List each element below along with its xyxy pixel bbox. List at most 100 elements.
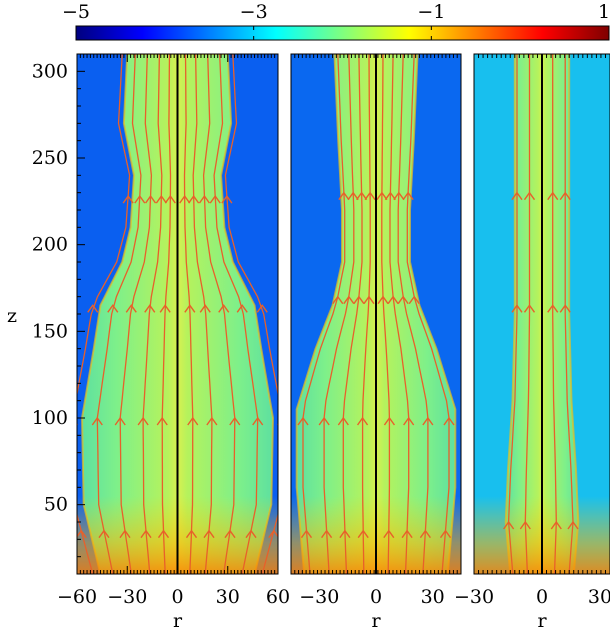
field-arrow	[229, 416, 241, 426]
field-arrow	[356, 191, 368, 201]
field-line	[96, 54, 142, 574]
x-axis-title: r	[371, 610, 381, 632]
field-arrow	[402, 191, 414, 201]
field-arrow	[393, 191, 405, 201]
field-arrow	[114, 416, 126, 426]
field-arrow	[383, 416, 396, 426]
field-line	[381, 54, 391, 574]
field-line	[397, 54, 429, 574]
field-arrow	[209, 194, 221, 204]
field-arrow	[559, 191, 571, 201]
field-arrow	[408, 295, 420, 305]
field-arrow	[297, 416, 309, 426]
field-arrow	[550, 520, 562, 530]
field-arrow	[523, 304, 536, 313]
field-arrow	[363, 295, 375, 305]
x-tick-label: −30	[299, 586, 339, 608]
field-arrow	[164, 194, 176, 204]
field-arrow	[300, 529, 313, 539]
field-arrow	[119, 529, 131, 539]
field-arrow	[137, 416, 149, 426]
y-tick-label: 200	[32, 234, 68, 256]
field-line	[552, 54, 557, 574]
field-arrow	[187, 416, 199, 426]
field-line	[213, 54, 259, 574]
field-arrow	[245, 529, 257, 539]
field-arrow	[339, 529, 351, 539]
field-arrow	[419, 529, 431, 539]
field-arrow	[224, 529, 236, 539]
x-axis-title: r	[537, 610, 547, 632]
y-tick-label: 300	[32, 60, 68, 82]
field-line	[77, 54, 131, 574]
field-arrow	[179, 194, 191, 204]
field-line	[302, 54, 346, 574]
field-line	[361, 54, 371, 574]
colorbar-tick-label: −1	[417, 1, 445, 23]
x-tick-label: 30	[421, 586, 445, 608]
x-tick-label: −30	[454, 586, 494, 608]
field-arrow	[332, 295, 344, 305]
field-line	[564, 54, 574, 574]
field-arrow	[318, 416, 330, 426]
field-arrow	[377, 295, 389, 305]
field-arrow	[403, 416, 415, 426]
x-tick-label: 0	[171, 586, 183, 608]
field-arrow	[140, 529, 152, 539]
field-arrow	[156, 416, 168, 426]
field-arrow	[134, 194, 146, 204]
field-line	[119, 54, 153, 574]
field-arrow	[157, 529, 170, 539]
field-arrow	[198, 194, 211, 204]
field-arrow	[383, 529, 395, 539]
field-arrow	[547, 191, 559, 201]
field-line	[202, 54, 236, 574]
field-arrow	[256, 304, 268, 313]
field-arrow	[364, 191, 376, 201]
field-arrow	[523, 191, 536, 201]
field-line	[183, 54, 194, 574]
field-arrow	[422, 416, 434, 426]
x-tick-label: 30	[588, 586, 610, 608]
field-arrow	[338, 191, 350, 201]
field-line	[224, 54, 278, 574]
field-arrow	[91, 416, 103, 426]
field-arrow	[159, 304, 171, 313]
x-axis-title: r	[173, 610, 183, 632]
field-arrow	[567, 520, 579, 530]
x-tick-label: 0	[536, 586, 548, 608]
field-line	[323, 54, 355, 574]
panel-frame	[290, 53, 462, 575]
field-arrow	[439, 529, 452, 539]
y-tick-label: 150	[32, 320, 68, 342]
field-arrow	[353, 295, 365, 305]
field-arrow	[503, 520, 515, 530]
field-line	[192, 54, 213, 574]
field-arrow	[185, 529, 198, 539]
field-line	[406, 54, 450, 574]
field-arrow	[122, 194, 134, 204]
field-arrow	[203, 529, 215, 539]
field-arrow	[206, 416, 218, 426]
field-arrow	[144, 304, 156, 313]
field-arrow	[236, 304, 248, 313]
x-tick-label: −30	[107, 586, 147, 608]
colorbar: −5 −3 −1 1	[62, 1, 610, 41]
field-line	[342, 54, 363, 574]
field-arrow	[559, 304, 571, 313]
x-tick-label: 30	[216, 586, 240, 608]
x-tick-label: 60	[266, 586, 290, 608]
field-arrow	[98, 529, 110, 539]
field-arrow	[221, 194, 233, 204]
field-arrow	[77, 423, 79, 426]
x-tick-label: −60	[57, 586, 97, 608]
field-arrow	[144, 194, 157, 204]
field-arrow	[343, 295, 355, 305]
field-arrow	[188, 194, 200, 204]
colorbar-gradient	[75, 25, 610, 41]
colorbar-tick-label: −5	[62, 1, 90, 23]
y-tick-labels: 50 100 150 200 250 300	[32, 60, 68, 515]
field-arrow	[252, 416, 264, 426]
colorbar-tick-label: −3	[240, 1, 268, 23]
